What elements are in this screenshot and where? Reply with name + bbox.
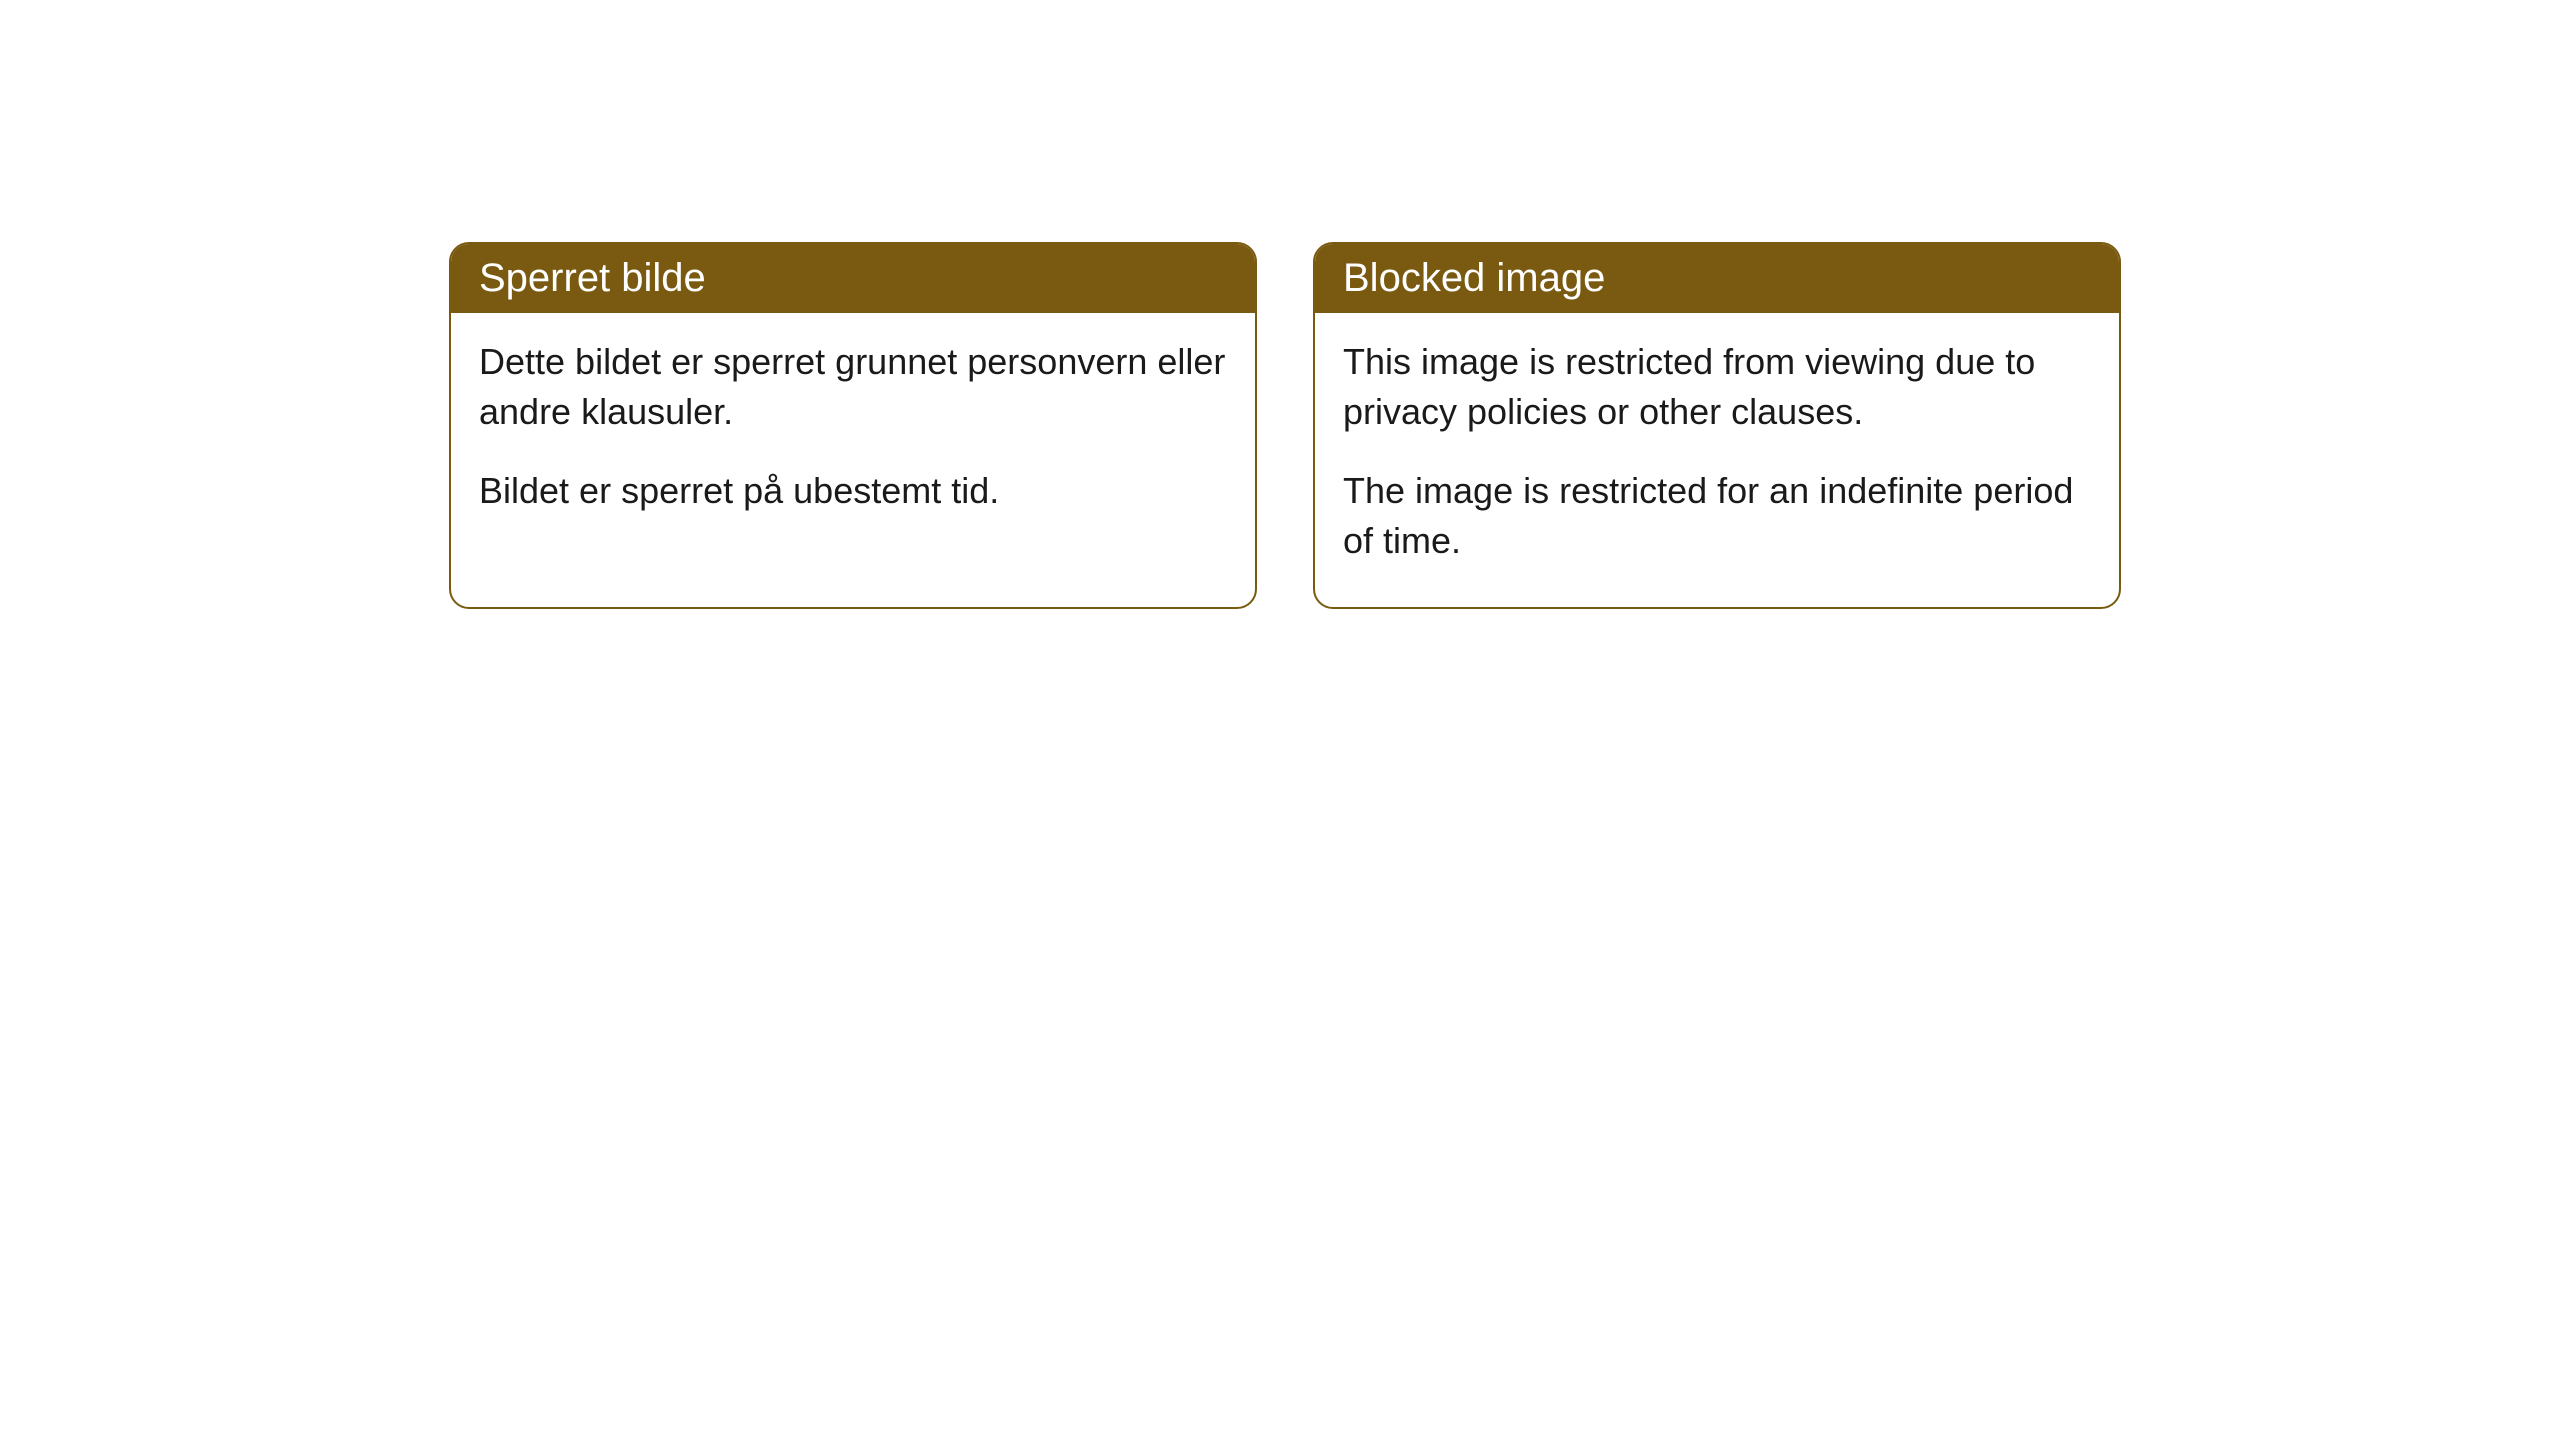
card-paragraph: The image is restricted for an indefinit… bbox=[1343, 466, 2091, 567]
card-title: Blocked image bbox=[1343, 256, 1605, 300]
card-paragraph: This image is restricted from viewing du… bbox=[1343, 337, 2091, 438]
card-body-english: This image is restricted from viewing du… bbox=[1315, 313, 2119, 607]
card-header-english: Blocked image bbox=[1315, 244, 2119, 313]
card-header-norwegian: Sperret bilde bbox=[451, 244, 1255, 313]
card-body-norwegian: Dette bildet er sperret grunnet personve… bbox=[451, 313, 1255, 556]
card-paragraph: Bildet er sperret på ubestemt tid. bbox=[479, 466, 1227, 516]
notice-card-norwegian: Sperret bilde Dette bildet er sperret gr… bbox=[449, 242, 1257, 609]
card-title: Sperret bilde bbox=[479, 256, 706, 300]
notice-card-english: Blocked image This image is restricted f… bbox=[1313, 242, 2121, 609]
notice-cards-container: Sperret bilde Dette bildet er sperret gr… bbox=[449, 242, 2121, 609]
card-paragraph: Dette bildet er sperret grunnet personve… bbox=[479, 337, 1227, 438]
